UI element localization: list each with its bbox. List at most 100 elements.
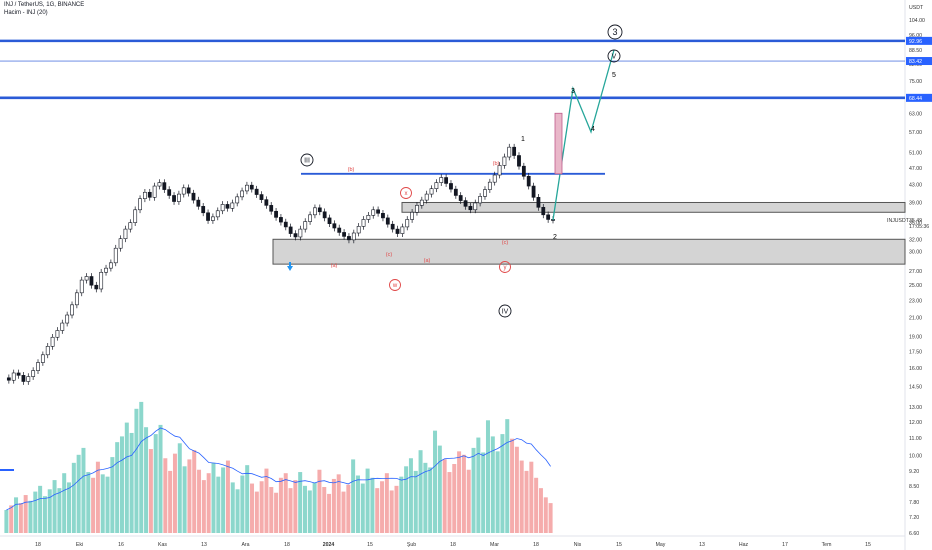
wave-3-label: 3 [612, 27, 617, 37]
candle-up [142, 191, 147, 200]
wave-x-label-circle [400, 187, 412, 199]
volume-bar [360, 483, 365, 533]
price-tick: 13.00 [909, 405, 922, 411]
wave-y-label-circle [499, 261, 511, 273]
candle-down [249, 184, 254, 190]
price-tick: 27.00 [909, 269, 922, 275]
price-tick: 12.00 [909, 420, 922, 426]
price-tick: 32.00 [909, 237, 922, 243]
volume-bar [351, 459, 356, 533]
candle-down [468, 206, 473, 211]
price-level-badge [906, 93, 932, 102]
volume-bar [216, 476, 221, 533]
candle-up [492, 174, 497, 183]
candle-down [167, 189, 172, 196]
candle-up [215, 210, 220, 218]
candle-up [128, 222, 133, 230]
volume-bar [408, 458, 413, 533]
candle-down [512, 146, 517, 156]
volume-bar [399, 476, 404, 533]
volume-bar [119, 436, 124, 533]
price-tick: 47.00 [909, 166, 922, 172]
wave-w-label: w [392, 283, 398, 289]
volume-bar [57, 488, 62, 533]
candle-up [245, 184, 249, 192]
time-tick: 15 [865, 542, 871, 548]
candle-up [473, 202, 478, 211]
wave-3-minor-label: 3 [571, 88, 575, 95]
volume-bar [490, 436, 495, 533]
time-tick: Tem [822, 542, 832, 548]
candle-up [65, 314, 70, 324]
volume-bar [505, 419, 510, 533]
candle-up [55, 330, 60, 338]
price-tick: 96.00 [909, 33, 922, 39]
volume-bar [288, 488, 293, 533]
wave-y-label: y [504, 265, 507, 271]
candle-up [410, 211, 415, 220]
candle-down [390, 223, 395, 230]
volume-bar [182, 466, 187, 533]
candle-down [531, 185, 536, 198]
candle-up [99, 271, 104, 290]
price-tick: 7.20 [909, 515, 919, 521]
current-price: 35.49 [909, 218, 922, 224]
price-level-label: 83.42 [909, 59, 922, 65]
price-countdown: 17:05:36 [909, 224, 929, 230]
candle-down [186, 187, 191, 194]
candle-up [361, 219, 366, 227]
volume-bar [172, 453, 177, 533]
volume-bar [437, 445, 442, 533]
volume-bar [134, 408, 139, 533]
wave-iv-label: IV [502, 308, 509, 315]
projection-box [554, 112, 563, 175]
candle-up [177, 193, 181, 202]
volume-bar [370, 477, 375, 533]
volume-indicator-label[interactable]: Hacim - INJ (20) [4, 10, 48, 16]
volume-bar [298, 472, 303, 533]
candle-up [60, 322, 65, 331]
time-tick: Haz [739, 542, 749, 548]
volume-bar [254, 491, 259, 533]
candle-down [458, 195, 463, 201]
candle-down [6, 377, 11, 381]
time-tick: 17 [782, 542, 788, 548]
volume-bar [389, 490, 394, 533]
price-tick: 11.00 [909, 436, 922, 442]
volume-bar [346, 484, 351, 533]
price-axis-unit: USDT [909, 5, 924, 11]
candle-up [118, 238, 123, 249]
volume-bar [331, 478, 336, 533]
volume-bar [245, 465, 250, 533]
time-tick: May [656, 542, 666, 548]
volume-bar [433, 430, 438, 533]
candle-down [94, 284, 99, 290]
candle-up [356, 226, 361, 234]
volume-bar [404, 466, 409, 533]
time-tick: Kas [158, 542, 167, 548]
candle-up [84, 276, 89, 281]
candle-up [487, 181, 492, 190]
candle-up [74, 292, 79, 306]
volume-bar [384, 473, 389, 533]
candle-down [546, 214, 551, 220]
volume-bar [543, 497, 548, 533]
candle-up [50, 336, 55, 347]
candle-down [283, 221, 288, 228]
candle-down [327, 217, 332, 224]
volume-bar [380, 481, 385, 533]
wave-v-label: V [612, 53, 617, 60]
price-tick: 35.00 [909, 221, 922, 227]
volume-bar [52, 480, 57, 533]
price-tick: 75.00 [909, 79, 922, 85]
candle-up [502, 156, 507, 166]
time-tick: 15 [616, 542, 622, 548]
wave-iii-label-circle [300, 153, 314, 167]
volume-bar [312, 482, 317, 533]
candle-up [405, 219, 410, 228]
candle-down [332, 223, 337, 229]
volume-bar [327, 493, 332, 533]
candle-down [264, 199, 269, 206]
wave-1-label: 1 [521, 136, 525, 143]
